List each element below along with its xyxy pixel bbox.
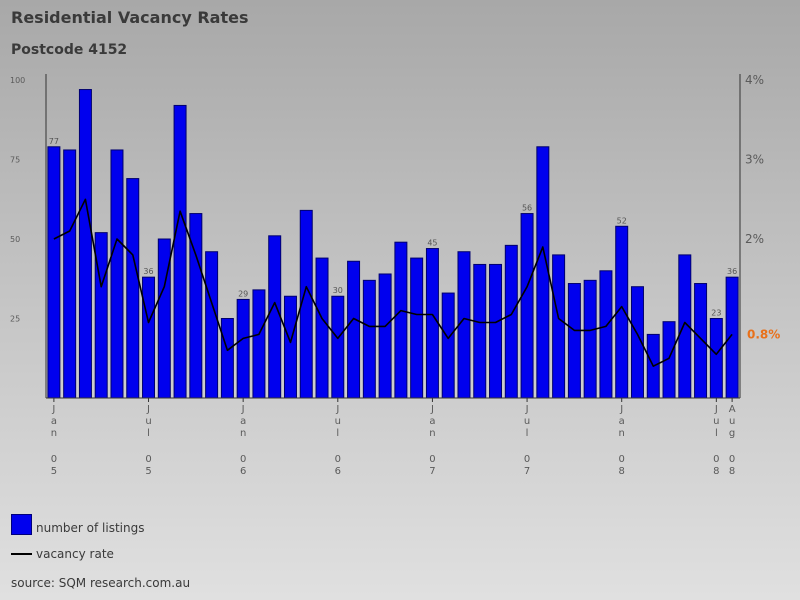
legend-line-vacancy: [11, 553, 32, 555]
bar-2006-01: [236, 298, 250, 399]
bar-2007-10: [567, 283, 581, 399]
data-label-2008-07: 23: [711, 309, 721, 318]
y-right-tick-3%: 3%: [745, 153, 764, 167]
bar-2007-07: [520, 213, 534, 399]
bar-2007-08: [536, 146, 550, 399]
legend-item-vacancy: vacancy rate: [11, 547, 114, 561]
bar-2005-12: [220, 318, 234, 399]
legend-label-vacancy: vacancy rate: [36, 547, 114, 561]
y-right-tick-2%: 2%: [745, 232, 764, 246]
data-label-2007-01: 45: [427, 239, 437, 248]
bar-2005-05: [110, 149, 124, 399]
bar-2006-04: [283, 295, 297, 399]
vacancy-rate-line: [53, 198, 733, 368]
data-label-2005-07: 36: [143, 267, 153, 276]
data-label-2006-07: 30: [333, 286, 343, 295]
legend-label-listings: number of listings: [36, 521, 145, 535]
source-note: source: SQM research.com.au: [11, 576, 191, 590]
data-label-2006-01: 29: [238, 289, 248, 298]
bar-2007-06: [504, 244, 518, 399]
bar-2005-11: [205, 251, 219, 399]
bar-2005-04: [94, 232, 108, 399]
y-right-tick-4%: 4%: [745, 73, 764, 87]
bar-2006-08: [347, 260, 361, 399]
data-label-2008-01: 52: [617, 216, 627, 225]
chart-title: Residential Vacancy Rates: [11, 8, 249, 27]
data-label-2005-01: 77: [49, 137, 59, 146]
bar-2007-12: [599, 270, 613, 399]
bar-2005-09: [173, 104, 187, 399]
y-left-tick-50: 50: [10, 235, 20, 244]
bar-2006-02: [252, 289, 266, 399]
data-label-2007-07: 56: [522, 204, 532, 213]
bar-2008-06: [694, 283, 708, 399]
bar-2008-08: [725, 276, 739, 399]
bar-2006-12: [410, 257, 424, 399]
legend-swatch-listings: [11, 514, 32, 535]
bar-2005-03: [78, 89, 92, 399]
legend-item-listings: number of listings: [11, 514, 144, 535]
bar-2007-09: [552, 254, 566, 399]
bar-2008-07: [709, 318, 723, 399]
bar-2007-02: [441, 292, 455, 399]
bar-2006-09: [362, 279, 376, 399]
bar-2006-07: [331, 295, 345, 399]
bar-2005-01: [47, 146, 61, 399]
bar-2006-03: [268, 235, 282, 399]
chart-subtitle: Postcode 4152: [11, 42, 128, 58]
bar-2006-06: [315, 257, 329, 399]
y-left-tick-75: 75: [10, 156, 20, 165]
bar-2006-10: [378, 273, 392, 399]
bar-2005-02: [63, 149, 77, 399]
bar-2007-01: [425, 248, 439, 399]
y-left-tick-25: 25: [10, 315, 20, 324]
bar-2006-11: [394, 241, 408, 399]
bar-2007-11: [583, 279, 597, 399]
bar-2005-07: [142, 276, 156, 399]
data-label-2008-08: 36: [727, 267, 737, 276]
current-vacancy-rate-label: 0.8%: [747, 327, 780, 341]
bar-2005-06: [126, 178, 140, 399]
bar-2007-04: [473, 263, 487, 399]
bar-2007-05: [489, 263, 503, 399]
y-left-tick-100: 100: [10, 76, 25, 85]
